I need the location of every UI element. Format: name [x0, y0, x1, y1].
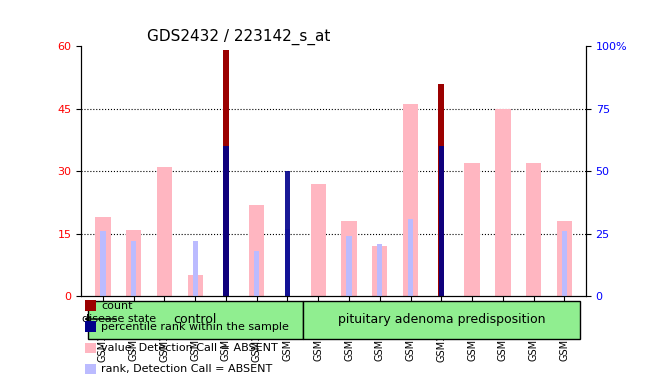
- Bar: [85, 321, 96, 332]
- Text: rank, Detection Call = ABSENT: rank, Detection Call = ABSENT: [101, 364, 272, 374]
- Bar: [85, 343, 96, 353]
- Bar: [223, 50, 229, 296]
- Text: pituitary adenoma predisposition: pituitary adenoma predisposition: [338, 313, 545, 326]
- Bar: [85, 300, 96, 311]
- Bar: [526, 163, 541, 296]
- Bar: [557, 221, 572, 296]
- Bar: [187, 275, 203, 296]
- Bar: [346, 236, 352, 296]
- Bar: [100, 231, 105, 296]
- Bar: [249, 205, 264, 296]
- Bar: [562, 231, 567, 296]
- Bar: [223, 146, 229, 296]
- FancyBboxPatch shape: [303, 301, 580, 339]
- Text: control: control: [174, 313, 217, 326]
- Bar: [131, 241, 136, 296]
- Text: disease state: disease state: [82, 314, 156, 324]
- Text: percentile rank within the sample: percentile rank within the sample: [101, 322, 289, 332]
- Bar: [438, 84, 445, 296]
- Text: GDS2432 / 223142_s_at: GDS2432 / 223142_s_at: [147, 28, 330, 45]
- Bar: [311, 184, 326, 296]
- Bar: [126, 230, 141, 296]
- Bar: [341, 221, 357, 296]
- Bar: [193, 241, 198, 296]
- Bar: [464, 163, 480, 296]
- FancyBboxPatch shape: [87, 301, 303, 339]
- Text: count: count: [101, 301, 132, 311]
- Bar: [377, 244, 383, 296]
- Bar: [372, 246, 387, 296]
- Bar: [254, 251, 259, 296]
- Bar: [95, 217, 111, 296]
- Bar: [403, 104, 418, 296]
- Bar: [439, 146, 444, 296]
- Text: value, Detection Call = ABSENT: value, Detection Call = ABSENT: [101, 343, 278, 353]
- Bar: [408, 219, 413, 296]
- Bar: [284, 171, 290, 296]
- Bar: [495, 109, 510, 296]
- Bar: [284, 229, 290, 296]
- Bar: [157, 167, 172, 296]
- Bar: [85, 364, 96, 374]
